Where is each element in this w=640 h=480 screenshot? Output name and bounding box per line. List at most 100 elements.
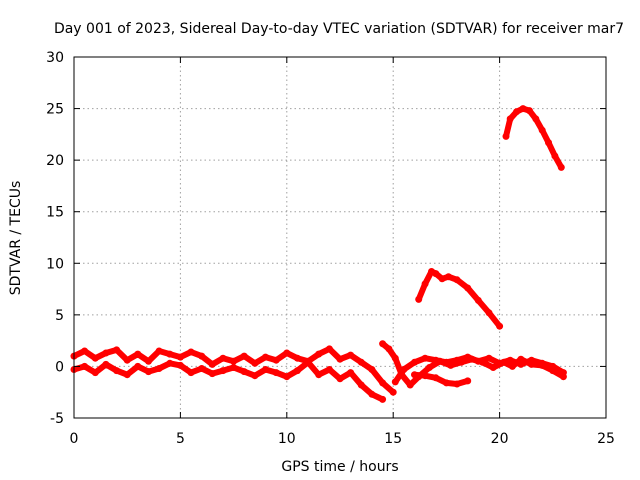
data-point bbox=[389, 388, 397, 396]
x-tick-label: 10 bbox=[278, 431, 296, 447]
data-point bbox=[219, 354, 227, 362]
data-point bbox=[385, 345, 393, 353]
data-point bbox=[432, 374, 440, 382]
y-tick-label: 25 bbox=[46, 102, 64, 118]
data-point bbox=[347, 351, 355, 359]
data-point bbox=[525, 107, 533, 115]
data-point bbox=[102, 349, 110, 357]
data-point bbox=[155, 365, 163, 372]
data-point bbox=[123, 371, 131, 379]
data-point bbox=[325, 345, 333, 353]
x-tick-label: 0 bbox=[70, 431, 79, 447]
data-point bbox=[145, 368, 152, 376]
y-tick-label: 5 bbox=[55, 308, 64, 324]
data-point bbox=[262, 366, 269, 373]
data-point bbox=[123, 356, 131, 364]
data-point bbox=[102, 360, 110, 368]
data-point bbox=[187, 348, 195, 356]
y-tick-label: 15 bbox=[46, 205, 64, 221]
plot-frame bbox=[73, 56, 607, 419]
data-point bbox=[432, 270, 440, 278]
data-point bbox=[230, 357, 238, 365]
data-point bbox=[81, 362, 89, 370]
data-point bbox=[496, 359, 504, 367]
data-point bbox=[325, 366, 333, 373]
y-tick-label: 10 bbox=[46, 256, 64, 272]
data-point bbox=[230, 364, 238, 371]
data-point bbox=[315, 350, 323, 358]
data-point bbox=[474, 357, 482, 365]
data-point bbox=[545, 139, 552, 147]
data-point bbox=[155, 347, 163, 355]
data-point bbox=[336, 375, 344, 383]
data-point bbox=[379, 340, 387, 348]
data-point bbox=[336, 355, 344, 363]
data-point bbox=[406, 381, 414, 389]
data-point bbox=[176, 361, 184, 369]
series-sat-g bbox=[503, 105, 565, 171]
x-tick-label: 25 bbox=[597, 431, 615, 447]
data-point bbox=[347, 369, 355, 377]
data-point bbox=[442, 358, 450, 366]
data-point bbox=[176, 353, 184, 361]
y-tick-label: 30 bbox=[46, 50, 64, 66]
data-point bbox=[506, 115, 514, 123]
data-point bbox=[251, 359, 259, 367]
data-point bbox=[283, 349, 291, 357]
data-point bbox=[506, 356, 514, 364]
x-tick-label: 15 bbox=[384, 431, 402, 447]
data-point bbox=[293, 354, 301, 362]
y-tick-label: 20 bbox=[46, 153, 64, 169]
data-point bbox=[379, 395, 387, 403]
data-point bbox=[421, 354, 429, 362]
data-point bbox=[517, 360, 525, 368]
y-axis-label: SDTVAR / TECUs bbox=[8, 181, 24, 296]
data-point bbox=[134, 350, 142, 358]
data-point bbox=[538, 126, 546, 134]
data-point bbox=[81, 347, 89, 355]
data-point bbox=[411, 371, 418, 379]
data-point bbox=[251, 372, 259, 380]
data-point bbox=[262, 353, 269, 361]
data-point bbox=[528, 356, 535, 364]
data-point bbox=[145, 357, 152, 365]
data-point bbox=[240, 368, 248, 376]
data-point bbox=[557, 163, 565, 171]
data-point bbox=[496, 322, 504, 330]
data-point bbox=[445, 273, 452, 281]
data-point bbox=[425, 364, 433, 371]
data-point bbox=[379, 379, 387, 387]
data-point bbox=[474, 296, 482, 304]
data-point bbox=[198, 365, 206, 372]
data-point bbox=[391, 378, 399, 386]
y-tick-label: -5 bbox=[50, 411, 64, 427]
data-point bbox=[464, 377, 472, 385]
data-point bbox=[219, 367, 227, 375]
data-point bbox=[283, 373, 291, 381]
data-point bbox=[91, 354, 99, 362]
data-point bbox=[113, 367, 121, 375]
data-point bbox=[240, 352, 248, 360]
x-axis-label: GPS time / hours bbox=[281, 459, 398, 475]
x-tick-label: 20 bbox=[491, 431, 509, 447]
x-tick-label: 5 bbox=[176, 431, 185, 447]
data-series bbox=[70, 105, 567, 403]
data-point bbox=[357, 358, 365, 366]
chart-title: Day 001 of 2023, Sidereal Day-to-day VTE… bbox=[54, 21, 624, 37]
data-point bbox=[411, 358, 418, 366]
data-point bbox=[113, 346, 121, 354]
data-point bbox=[272, 369, 280, 377]
grid bbox=[74, 57, 606, 418]
data-point bbox=[485, 309, 493, 317]
data-point bbox=[304, 358, 312, 366]
data-point bbox=[208, 370, 216, 378]
data-point bbox=[315, 371, 323, 379]
data-point bbox=[532, 115, 540, 123]
data-point bbox=[453, 276, 461, 284]
y-tick-label: 0 bbox=[55, 359, 64, 375]
data-point bbox=[187, 369, 195, 377]
series-sat-b bbox=[71, 359, 386, 403]
data-point bbox=[453, 356, 461, 364]
data-point bbox=[432, 356, 440, 364]
